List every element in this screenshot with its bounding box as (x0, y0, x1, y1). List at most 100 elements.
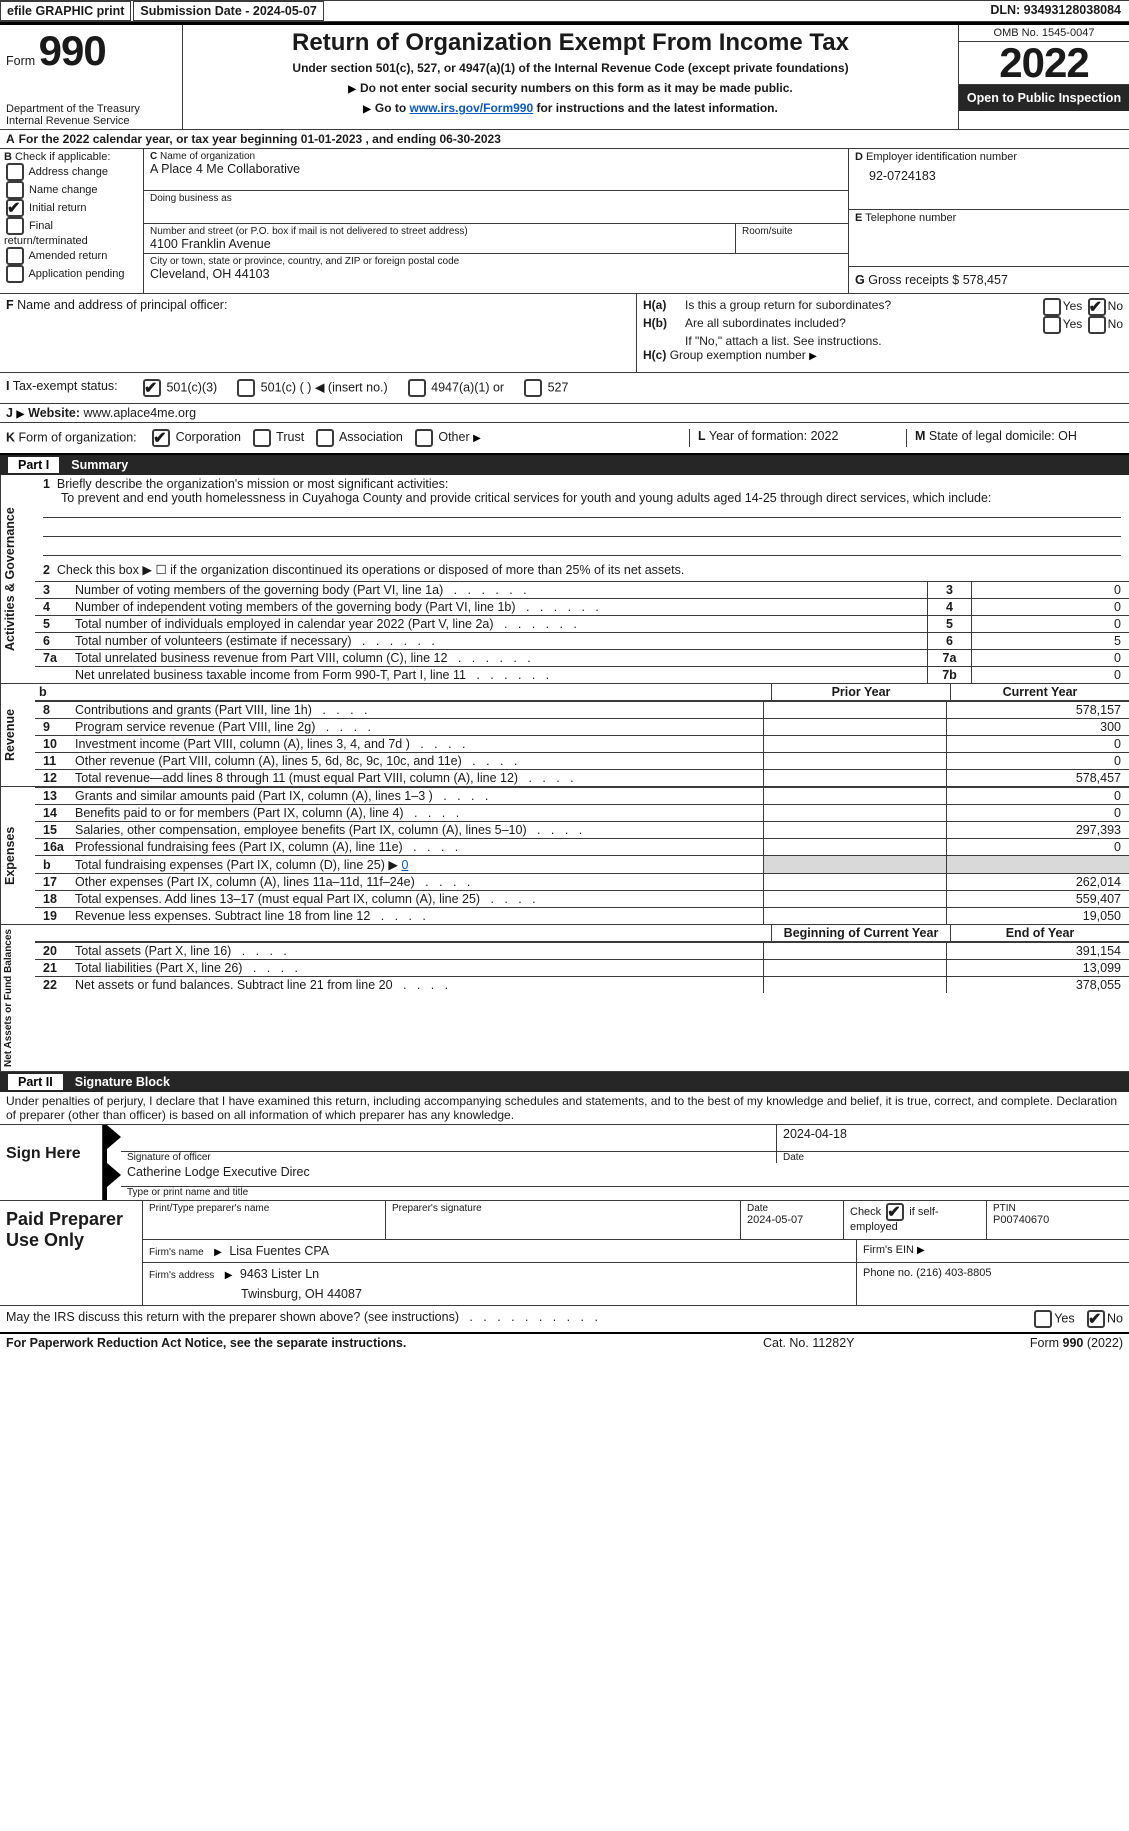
row-num: 15 (35, 822, 71, 839)
inspection-badge: Open to Public Inspection (959, 85, 1129, 111)
b-chk-3[interactable] (6, 217, 24, 235)
b-chk-2[interactable] (6, 199, 24, 217)
row-num: 11 (35, 753, 71, 770)
discuss-yes-chk[interactable] (1034, 1310, 1052, 1328)
row-current: 0 (947, 839, 1129, 856)
b-chk-0[interactable] (6, 163, 24, 181)
mission-text: To prevent and end youth homelessness in… (43, 491, 1121, 505)
l-label: Year of formation: (709, 429, 807, 443)
ha-no-chk[interactable] (1088, 298, 1106, 316)
efile-btn[interactable]: efile GRAPHIC print (0, 1, 131, 21)
row-box: 7a (928, 650, 972, 667)
row-current: 262,014 (947, 874, 1129, 891)
row-current: 0 (947, 805, 1129, 822)
row-num: 7a (35, 650, 71, 667)
i-chk-2[interactable] (408, 379, 426, 397)
row-desc: Total number of individuals employed in … (71, 616, 928, 633)
row-num (35, 667, 71, 684)
row-num: 4 (35, 599, 71, 616)
row-current: 578,457 (947, 770, 1129, 787)
row-prior (764, 753, 947, 770)
self-emp-chk[interactable] (886, 1203, 904, 1221)
firm-ein-label: Firm's EIN (863, 1244, 914, 1256)
row-num: 10 (35, 736, 71, 753)
row-num: 19 (35, 908, 71, 925)
row-num: 12 (35, 770, 71, 787)
row-num: 20 (35, 943, 71, 960)
prep-date-value: 2024-05-07 (747, 1214, 803, 1226)
line-A: AFor the 2022 calendar year, or tax year… (0, 129, 1129, 149)
k-chk-1[interactable] (253, 429, 271, 447)
firm-addr2-value: Twinsburg, OH 44087 (149, 1287, 850, 1301)
dln: DLN: 93493128038084 (982, 1, 1129, 21)
sig-officer-label: Signature of officer (121, 1152, 776, 1163)
row-prior (764, 874, 947, 891)
row-prior (764, 908, 947, 925)
c-name-label: Name of organization (160, 151, 255, 162)
row-desc: Other revenue (Part VIII, column (A), li… (71, 753, 764, 770)
form-title: Return of Organization Exempt From Incom… (203, 29, 938, 57)
row-num: 17 (35, 874, 71, 891)
i-chk-3[interactable] (524, 379, 542, 397)
street-value: 4100 Franklin Avenue (150, 237, 729, 251)
hb-no-chk[interactable] (1088, 316, 1106, 334)
irs-link[interactable]: www.irs.gov/Form990 (410, 101, 534, 115)
row-num: 13 (35, 788, 71, 805)
i-chk-0[interactable] (143, 379, 161, 397)
discuss-label: May the IRS discuss this return with the… (6, 1310, 459, 1324)
street-label: Number and street (or P.O. box if mail i… (150, 226, 729, 237)
firm-name-value: Lisa Fuentes CPA (229, 1244, 329, 1258)
k-chk-3[interactable] (415, 429, 433, 447)
row-val: 0 (972, 650, 1129, 667)
row-desc: Revenue less expenses. Subtract line 18 … (71, 908, 764, 925)
form-label: Form (6, 54, 35, 68)
b-chk-5[interactable] (6, 265, 24, 283)
hb-yes-chk[interactable] (1043, 316, 1061, 334)
row-val: 5 (972, 633, 1129, 650)
k-chk-0[interactable] (152, 429, 170, 447)
k-chk-2[interactable] (316, 429, 334, 447)
i-chk-1[interactable] (237, 379, 255, 397)
ha-yes-chk[interactable] (1043, 298, 1061, 316)
discuss-no-chk[interactable] (1087, 1310, 1105, 1328)
row-val: 0 (972, 599, 1129, 616)
footer: For Paperwork Reduction Act Notice, see … (0, 1334, 1129, 1352)
row-current: 297,393 (947, 822, 1129, 839)
subdate-btn[interactable]: Submission Date - 2024-05-07 (133, 1, 323, 21)
row-prior (764, 770, 947, 787)
tax-year: 2022 (959, 42, 1129, 85)
row-num: 21 (35, 960, 71, 977)
warn-goto: Go to www.irs.gov/Form990 for instructio… (203, 101, 938, 115)
line-J: J Website: www.aplace4me.org (0, 404, 1129, 423)
row-current: 0 (947, 788, 1129, 805)
row-current: 0 (947, 753, 1129, 770)
b-chk-1[interactable] (6, 181, 24, 199)
line-K: K Form of organization: Corporation Trus… (0, 423, 1129, 455)
row-desc: Total unrelated business revenue from Pa… (71, 650, 928, 667)
sign-date-value: 2024-04-18 (776, 1125, 1129, 1152)
row-num: 3 (35, 582, 71, 599)
form-subtitle: Under section 501(c), 527, or 4947(a)(1)… (203, 61, 938, 75)
row-num: 8 (35, 702, 71, 719)
line-I: I Tax-exempt status: 501(c)(3) 501(c) ( … (0, 372, 1129, 404)
gross-label: Gross receipts $ (868, 273, 959, 287)
row-prior (764, 977, 947, 994)
ptin-label: PTIN (993, 1203, 1016, 1214)
row-val: 0 (972, 667, 1129, 684)
firm-name-label: Firm's name (149, 1247, 204, 1258)
hdr-end: End of Year (951, 925, 1129, 942)
arrow-icon (107, 1163, 121, 1187)
row-num: 22 (35, 977, 71, 994)
phone-label: Telephone number (865, 212, 956, 224)
row-current: 378,055 (947, 977, 1129, 994)
row-box: 6 (928, 633, 972, 650)
form-number: 990 (39, 27, 106, 74)
hc-label: Group exemption number (670, 348, 806, 362)
date-label: Date (776, 1152, 1129, 1163)
part1-header: Part ISummary (0, 455, 1129, 475)
row-val: 0 (972, 616, 1129, 633)
b-chk-4[interactable] (6, 247, 24, 265)
hb-label: Are all subordinates included? (685, 316, 1041, 334)
fpra-text: For Paperwork Reduction Act Notice, see … (6, 1336, 763, 1350)
row-box: 7b (928, 667, 972, 684)
